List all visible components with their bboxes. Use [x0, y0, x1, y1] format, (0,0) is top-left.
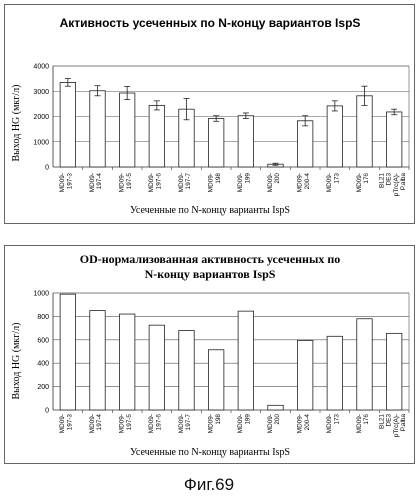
category-label: MD09-197-4	[89, 414, 103, 434]
bar	[119, 93, 134, 167]
bar	[386, 333, 401, 410]
bar	[297, 340, 312, 410]
y-tick-label: 0	[45, 165, 49, 172]
category-label: BL21DE3pTrc(A)-P.alba	[378, 414, 407, 438]
bar	[208, 119, 223, 167]
bar	[119, 314, 134, 410]
bar	[149, 325, 164, 410]
chart-panel-1: Активность усеченных по N-концу варианто…	[4, 4, 415, 224]
category-label: MD09-176	[356, 173, 370, 193]
bar	[208, 350, 223, 410]
y-tick-label: 400	[37, 361, 49, 368]
bar	[149, 105, 164, 167]
bar	[90, 91, 105, 167]
y-tick-label: 2000	[33, 114, 49, 121]
category-label: MD09-197-6	[148, 173, 162, 193]
category-label: BL21DE3pTrc(A)-P.alba	[378, 173, 407, 197]
y-tick-label: 0	[45, 408, 49, 415]
category-label: MD09-200	[267, 414, 281, 434]
bar	[179, 330, 194, 410]
y-tick-label: 600	[37, 337, 49, 344]
bar	[357, 319, 372, 410]
bar	[357, 96, 372, 167]
category-label: MD09-197-6	[148, 414, 162, 434]
category-label: MD09-197-4	[89, 173, 103, 193]
category-label: MD09-197-5	[119, 173, 133, 193]
y-tick-label: 3000	[33, 89, 49, 96]
category-label: MD09-197-7	[178, 173, 192, 193]
category-label: MD09-197-3	[59, 173, 73, 193]
y-tick-label: 1000	[33, 291, 49, 298]
y-tick-label: 1000	[33, 139, 49, 146]
chart-1-title: Активность усеченных по N-концу варианто…	[60, 16, 361, 30]
y-tick-label: 200	[37, 384, 49, 391]
bar	[238, 116, 253, 167]
chart-1-ylabel: Выход HG (мкг/л)	[11, 85, 22, 162]
category-label: MD09-197-3	[59, 414, 73, 434]
y-tick-label: 800	[37, 314, 49, 321]
bar	[386, 112, 401, 167]
category-label: MD09-198	[208, 414, 222, 434]
category-label: MD09-197-5	[119, 414, 133, 434]
bar	[268, 405, 283, 410]
bar	[60, 294, 75, 410]
category-label: MD09-176	[356, 414, 370, 434]
chart-2-ylabel: Выход HG (мкг/л)	[11, 323, 22, 400]
bar	[60, 82, 75, 167]
category-label: MD09-200-4	[297, 173, 311, 193]
bar	[327, 336, 342, 410]
chart-2-title: OD-нормализованная активность усеченных …	[80, 252, 341, 266]
category-label: MD09-198	[208, 173, 222, 193]
figure-caption: Фиг.69	[0, 475, 418, 495]
chart-2-xlabel: Усеченные по N-концу варианты IspS	[130, 447, 290, 458]
bar	[90, 311, 105, 410]
bar	[297, 121, 312, 167]
category-label: MD09-197-7	[178, 414, 192, 434]
bar	[327, 106, 342, 167]
category-label: MD09-199	[237, 173, 251, 193]
category-label: MD09-199	[237, 414, 251, 434]
y-tick-label: 4000	[33, 64, 49, 71]
category-label: MD09-173	[326, 173, 340, 193]
category-label: MD09-173	[326, 414, 340, 434]
chart-2-title-line2: N-концу вариантов IspS	[145, 267, 276, 281]
chart-1: Активность усеченных по N-концу варианто…	[5, 5, 414, 223]
bar	[238, 311, 253, 410]
category-label: MD09-200	[267, 173, 281, 193]
chart-1-xlabel: Усеченные по N-концу варианты IspS	[130, 205, 290, 216]
chart-2: OD-нормализованная активность усеченных …	[5, 246, 414, 463]
chart-panel-2: OD-нормализованная активность усеченных …	[4, 245, 415, 464]
category-label: MD09-200-4	[297, 414, 311, 434]
